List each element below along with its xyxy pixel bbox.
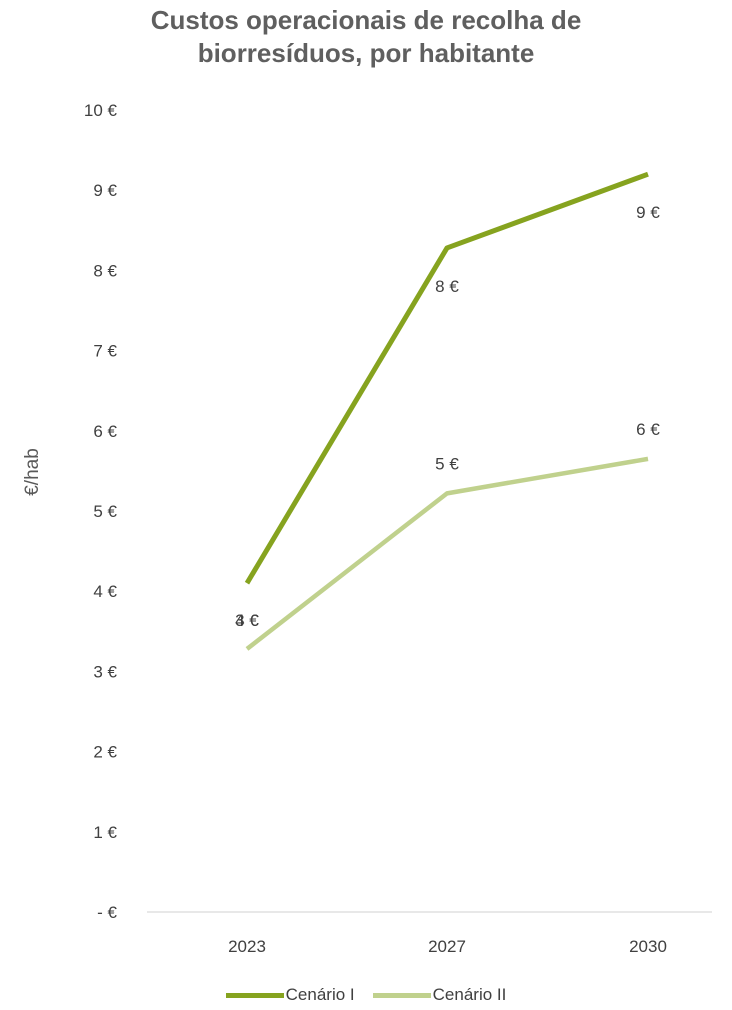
y-tick-label: 10 € xyxy=(84,101,118,120)
series-line-1 xyxy=(244,171,649,585)
legend: Cenário I Cenário II xyxy=(0,985,732,1005)
y-tick-label: 3 € xyxy=(93,662,117,681)
legend-item-cenario-2: Cenário II xyxy=(372,985,507,1005)
x-tick-label: 2027 xyxy=(428,937,466,956)
y-tick-label: 1 € xyxy=(93,823,117,842)
y-axis-ticks: - € 1 € 2 € 3 € 4 € 5 € 6 € 7 € 8 € 9 € 10 € xyxy=(84,101,118,922)
legend-label-cenario-2: Cenário II xyxy=(432,985,507,1004)
data-label-series-1: 9 € xyxy=(636,203,660,222)
y-axis-label: €/hab xyxy=(22,448,43,496)
legend-label-cenario-1: Cenário I xyxy=(285,985,355,1004)
chart-title-line-2: biorresíduos, por habitante xyxy=(197,38,535,68)
x-axis-ticks: 2023 2027 2030 xyxy=(228,937,667,956)
series-line-2 xyxy=(245,456,649,651)
data-label-series-1: 4 € xyxy=(235,611,259,630)
x-tick-label: 2030 xyxy=(629,937,667,956)
y-tick-label: 5 € xyxy=(93,502,117,521)
data-label-series-1: 8 € xyxy=(435,277,459,296)
legend-swatch-cenario-2 xyxy=(372,992,431,998)
y-tick-label: 6 € xyxy=(93,422,117,441)
y-tick-label: - € xyxy=(97,903,117,922)
y-tick-label: 8 € xyxy=(93,261,117,280)
data-label-series-2: 6 € xyxy=(636,420,660,439)
y-tick-label: 4 € xyxy=(93,582,117,601)
data-labels: 4 € 8 € 9 € 3 € 5 € 6 € xyxy=(235,203,660,630)
x-tick-label: 2023 xyxy=(228,937,266,956)
chart-title-line-1: Custos operacionais de recolha de xyxy=(150,5,582,35)
y-tick-label: 7 € xyxy=(93,342,117,361)
chart-title: Custos operacionais de recolha de biorre… xyxy=(0,4,732,70)
data-label-series-2: 5 € xyxy=(435,454,459,473)
line-chart: €/hab - €1 €2 €3 €4 €5 €6 €7 €8 €9 €10 €… xyxy=(22,101,712,956)
legend-swatch-cenario-1 xyxy=(225,992,284,998)
y-tick-label: 9 € xyxy=(93,181,117,200)
legend-item-cenario-1: Cenário I xyxy=(225,985,355,1005)
series-lines xyxy=(244,171,649,651)
data-label-series-2: 3 € xyxy=(235,611,259,630)
y-tick-label: 2 € xyxy=(93,743,117,762)
